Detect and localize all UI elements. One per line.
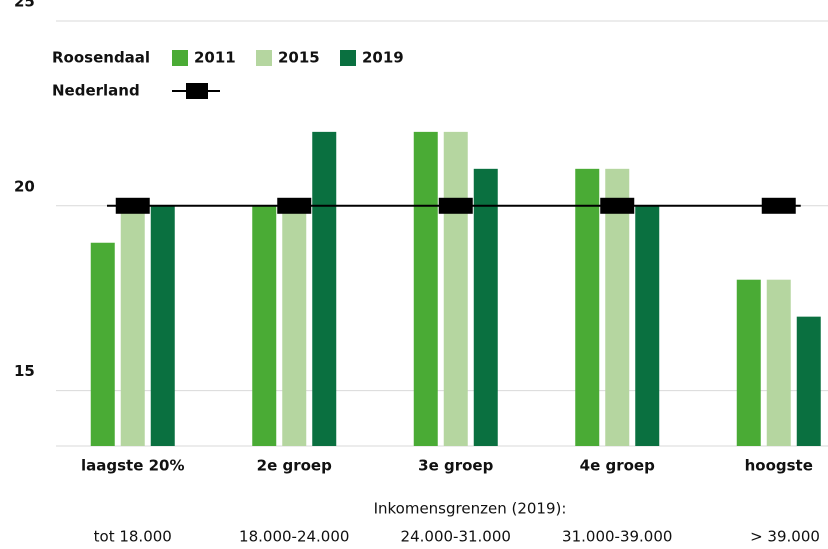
x-tick-label: hoogste [745,457,813,475]
x-tick-label: 3e groep [418,457,493,475]
y-tick-label: 20 [14,177,35,195]
legend-swatch [340,50,356,66]
bar [312,131,337,446]
bar [736,279,761,446]
line-marker [761,197,796,214]
legend-swatch [256,50,272,66]
bar [413,131,438,446]
income-note: Inkomensgrenzen (2019): [374,500,567,518]
x-tick-label: 4e groep [580,457,655,475]
legend-label: 2019 [362,49,404,67]
line-marker [600,197,635,214]
legend-label: 2011 [194,49,236,67]
income-range: 24.000-31.000 [401,528,511,546]
income-range: > 39.000 [750,528,820,546]
bar [150,205,175,446]
bar [473,168,498,446]
bar [605,168,630,446]
bar [443,131,468,446]
legend-label: Nederland [52,82,140,100]
line-marker [438,197,473,214]
line-marker [115,197,150,214]
bar [252,205,277,446]
y-tick-label: 15 [14,362,35,380]
x-tick-label: laagste 20% [81,457,185,475]
income-range: tot 18.000 [94,528,172,546]
line-marker [277,197,312,214]
income-range: 18.000-24.000 [239,528,349,546]
legend-title: Roosendaal [52,49,150,67]
bar [90,242,115,446]
legend-label: 2015 [278,49,320,67]
bar [635,205,660,446]
x-tick-label: 2e groep [257,457,332,475]
bar [575,168,600,446]
bar [766,279,791,446]
bar [282,205,307,446]
bar [120,205,145,446]
y-tick-label: 25 [14,0,35,11]
bar [796,316,821,446]
income-range: 31.000-39.000 [562,528,672,546]
legend-swatch [172,50,188,66]
legend-marker [186,83,208,99]
